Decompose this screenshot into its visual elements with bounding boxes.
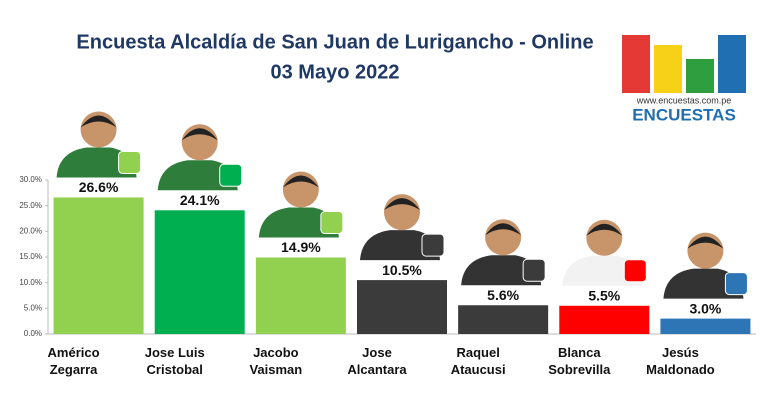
party-logo [118, 150, 142, 174]
value-label: 26.6% [79, 179, 119, 195]
logo-bar [622, 35, 650, 93]
candidate-hair [485, 223, 522, 236]
chart-title: Encuesta Alcaldía de San Juan de Lurigan… [76, 31, 593, 53]
candidate-hair [586, 223, 623, 236]
chart-subtitle: 03 Mayo 2022 [271, 61, 400, 83]
x-tick-label: Jose Alcantara [347, 345, 407, 377]
value-label: 24.1% [180, 192, 220, 208]
bar [255, 257, 346, 334]
candidate-photo [258, 207, 339, 238]
party-logo [421, 233, 445, 257]
y-tick-label: 30.0% [19, 175, 42, 184]
y-tick-label: 20.0% [19, 226, 42, 235]
x-tick-label: Jesús Maldonado [646, 345, 715, 377]
candidate-hair [384, 198, 420, 211]
logo-bar [718, 35, 746, 93]
y-tick-label: 10.0% [19, 278, 42, 287]
logo: www.encuestas.com.pe ENCUESTAS [622, 35, 746, 124]
candidate-hair [687, 236, 724, 249]
bar [53, 197, 144, 334]
candidate-photo [562, 255, 643, 286]
logo-url: www.encuestas.com.pe [636, 95, 732, 105]
value-label: 14.9% [281, 239, 321, 255]
candidate-photo [461, 255, 542, 286]
candidate-hair [80, 115, 117, 128]
x-tick-label: Raquel Ataucusi [450, 345, 506, 377]
y-tick-label: 0.0% [24, 329, 42, 338]
party-logo [724, 272, 748, 296]
value-label: 3.0% [689, 300, 721, 316]
y-tick-label: 5.0% [24, 303, 42, 312]
x-tick-label: Jacobo Vaisman [249, 345, 303, 377]
x-tick-label: Américo Zegarra [47, 345, 100, 377]
x-tick-label: Blanca Sobrevilla [548, 345, 611, 377]
logo-name: ENCUESTAS [632, 105, 736, 124]
bar [154, 210, 245, 334]
bar [660, 318, 751, 334]
party-logo [320, 211, 344, 235]
bar [458, 305, 549, 334]
bar [357, 280, 447, 334]
candidate-photo [56, 147, 137, 178]
party-logo [623, 259, 647, 283]
candidate-hair [282, 175, 319, 188]
candidate-hair [181, 128, 218, 141]
bar [559, 305, 650, 334]
x-tick-label: Jose Luis Cristobal [144, 345, 205, 377]
party-logo [522, 258, 546, 282]
candidate-photo [663, 268, 744, 299]
party-logo [219, 163, 243, 187]
logo-bar [654, 45, 682, 93]
value-label: 5.6% [487, 287, 519, 303]
y-tick-label: 15.0% [19, 252, 42, 261]
candidate-photo [360, 230, 440, 261]
logo-bar [686, 59, 714, 93]
candidate-photo [157, 160, 238, 191]
y-tick-label: 25.0% [19, 201, 42, 210]
value-label: 10.5% [382, 262, 422, 278]
value-label: 5.5% [588, 287, 620, 303]
